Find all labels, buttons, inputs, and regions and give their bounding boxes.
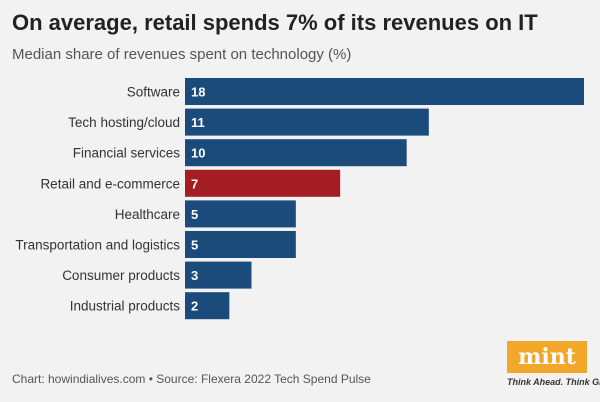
- bar-value-label: 5: [191, 207, 198, 222]
- chart-subtitle: Median share of revenues spent on techno…: [12, 46, 352, 63]
- bar-value-label: 10: [191, 146, 205, 161]
- bar: [185, 108, 429, 136]
- bar-value-label: 5: [191, 238, 198, 253]
- category-label: Transportation and logistics: [15, 238, 180, 253]
- category-label: Healthcare: [115, 207, 180, 222]
- bar: [185, 139, 407, 167]
- bar: [185, 261, 252, 289]
- bar: [185, 78, 584, 105]
- bar: [185, 292, 230, 320]
- mint-logo: mint: [507, 341, 587, 373]
- category-label: Retail and e-commerce: [40, 176, 180, 191]
- category-label: Financial services: [73, 146, 181, 161]
- category-label: Industrial products: [70, 299, 181, 314]
- bar: [185, 200, 296, 228]
- bar-value-label: 18: [191, 85, 205, 100]
- bar: [185, 231, 296, 258]
- bar-highlighted: [185, 169, 341, 197]
- category-label: Software: [127, 85, 180, 100]
- bar-value-label: 2: [191, 299, 198, 314]
- bar-value-label: 11: [191, 115, 205, 130]
- category-label: Tech hosting/cloud: [68, 115, 180, 130]
- bar-value-label: 3: [191, 268, 198, 283]
- chart-source-footer: Chart: howindialives.com • Source: Flexe…: [12, 372, 371, 386]
- bar-chart: Software 18 Tech hosting/cloud 11 Financial …: [15, 78, 584, 320]
- logo-tagline: Think Ahead. Think Growth.: [507, 377, 600, 387]
- bar-value-label: 7: [191, 176, 198, 191]
- category-label: Consumer products: [62, 268, 180, 283]
- chart-title: On average, retail spends 7% of its reve…: [12, 10, 538, 35]
